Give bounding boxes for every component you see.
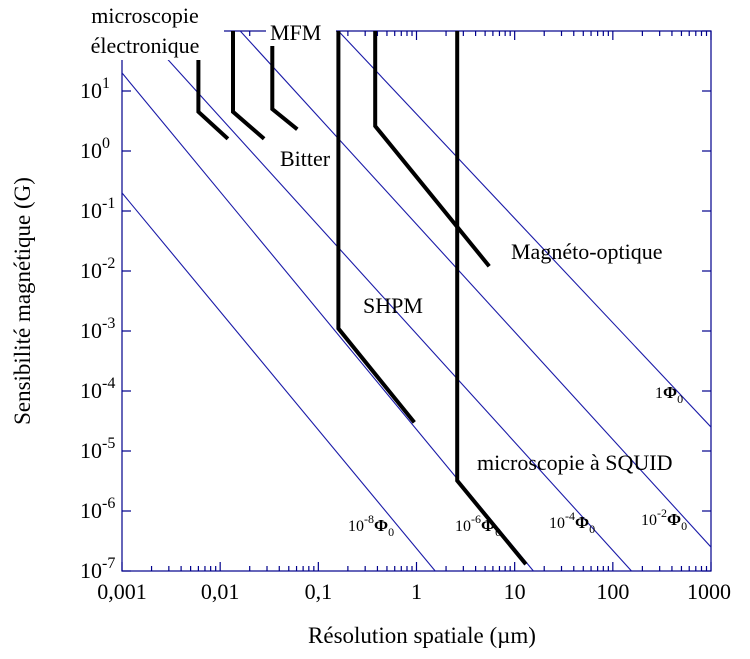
flux-exponent: -4	[565, 509, 575, 523]
y-tick-label: 100	[80, 135, 110, 163]
y-tick-base: 10	[80, 258, 102, 283]
iso-flux-label: 1Φ0	[655, 383, 683, 406]
flux-subscript: 0	[495, 525, 501, 539]
iso-flux-label: 10-4Φ0	[549, 509, 595, 536]
flux-subscript: 0	[681, 519, 687, 533]
y-axis-title: Sensibilité magnétique (G)	[10, 177, 35, 425]
x-tick-label: 10	[504, 579, 526, 604]
flux-coef: 10	[641, 512, 657, 529]
technique-label-line: électronique	[91, 33, 200, 58]
technique-label-line: microscopie	[91, 3, 199, 28]
iso-flux-label: 10-6Φ0	[455, 512, 501, 539]
flux-coef: 10	[549, 515, 565, 532]
y-tick-base: 10	[80, 318, 102, 343]
y-tick-label: 10-4	[80, 375, 115, 403]
flux-symbol: Φ	[374, 516, 388, 535]
technique-curve-5	[455, 31, 528, 566]
y-tick-label: 10-2	[80, 255, 115, 283]
flux-symbol: Φ	[575, 513, 589, 532]
y-tick-exponent: 0	[102, 135, 110, 152]
y-tick-label: 10-6	[80, 495, 115, 523]
y-tick-base: 10	[80, 498, 102, 523]
y-tick-exponent: 1	[102, 75, 110, 92]
flux-coef: 10	[348, 518, 364, 535]
y-tick-base: 10	[80, 198, 102, 223]
technique-curve-1	[231, 31, 266, 141]
flux-subscript: 0	[388, 525, 394, 539]
flux-subscript: 0	[677, 392, 683, 406]
flux-symbol: Φ	[663, 383, 677, 402]
y-tick-label: 10-1	[80, 195, 115, 223]
chart-labels: 0,001 0,01 0,1 1 10 100 100010-710-610-510-410…	[80, 3, 731, 604]
flux-symbol: Φ	[481, 516, 495, 535]
x-axis-title: Résolution spatiale (µm)	[308, 623, 536, 648]
technique-label: SHPM	[363, 293, 423, 318]
iso-flux-line-2	[141, 31, 632, 571]
flux-exponent: -6	[471, 512, 481, 526]
flux-coef: 10	[455, 518, 471, 535]
y-tick-label: 10-3	[80, 315, 115, 343]
y-tick-label: 10-5	[80, 435, 115, 463]
label-backing	[86, 4, 224, 60]
technique-curves	[196, 31, 528, 566]
flux-exponent: -2	[657, 506, 667, 520]
y-tick-exponent: -2	[102, 255, 115, 272]
technique-label: microscopie à SQUID	[477, 450, 673, 475]
x-tick-label: 0,001	[97, 579, 147, 604]
iso-flux-line-0	[122, 192, 436, 571]
x-tick-label: 1000	[687, 579, 731, 604]
technique-label: Bitter	[280, 146, 331, 171]
label-backing	[266, 18, 336, 46]
technique-curve-2	[270, 31, 299, 131]
y-tick-exponent: -4	[102, 375, 115, 392]
y-tick-exponent: -3	[102, 315, 115, 332]
flux-subscript: 0	[589, 522, 595, 536]
x-tick-label: 1	[411, 579, 422, 604]
iso-flux-label: 10-2Φ0	[641, 506, 687, 533]
x-tick-label: 100	[596, 579, 629, 604]
y-tick-exponent: -6	[102, 495, 115, 512]
y-tick-label: 101	[80, 75, 110, 103]
iso-flux-line-3	[239, 31, 711, 548]
y-tick-exponent: -7	[102, 555, 115, 572]
flux-coef: 1	[655, 385, 663, 402]
axis-ticks	[121, 30, 712, 572]
y-tick-base: 10	[80, 378, 102, 403]
y-tick-exponent: -1	[102, 195, 115, 212]
y-tick-base: 10	[80, 438, 102, 463]
technique-label: Magnéto-optique	[511, 239, 663, 264]
technique-label: microscopie électronique	[91, 3, 200, 58]
x-tick-label: 0,1	[305, 579, 333, 604]
x-tick-label: 0,01	[201, 579, 240, 604]
y-tick-label: 10-7	[80, 555, 115, 583]
iso-flux-line-4	[337, 31, 711, 428]
y-tick-base: 10	[80, 138, 102, 163]
iso-flux-label: 10-8Φ0	[348, 512, 394, 539]
technique-label: MFM	[270, 20, 321, 45]
technique-curve-4	[373, 31, 491, 268]
y-tick-base: 10	[80, 78, 102, 103]
flux-symbol: Φ	[667, 510, 681, 529]
y-tick-base: 10	[80, 558, 102, 583]
flux-exponent: -8	[364, 512, 374, 526]
y-tick-exponent: -5	[102, 435, 115, 452]
technique-curve-3	[336, 31, 416, 424]
